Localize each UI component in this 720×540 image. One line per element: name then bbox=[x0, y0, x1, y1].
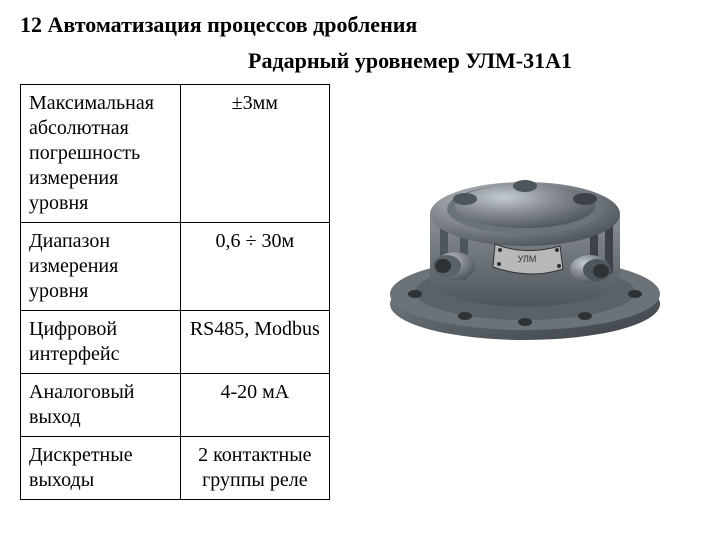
table-row: Аналоговый выход 4-20 мА bbox=[21, 374, 330, 437]
spec-value: 2 контактные группы реле bbox=[180, 437, 329, 500]
spec-label: Максимальная абсолютная погрешность изме… bbox=[21, 85, 181, 223]
spec-value: ±3мм bbox=[180, 85, 329, 223]
spec-label: Диапазон измерения уровня bbox=[21, 223, 181, 311]
page-title: 12 Автоматизация процессов дробления bbox=[20, 12, 700, 38]
content-area: Максимальная абсолютная погрешность изме… bbox=[20, 84, 700, 500]
device-image: УЛМ bbox=[350, 84, 700, 354]
table-row: Диапазон измерения уровня 0,6 ÷ 30м bbox=[21, 223, 330, 311]
subtitle: Радарный уровнемер УЛМ-31А1 bbox=[20, 48, 700, 74]
spec-value: RS485, Modbus bbox=[180, 311, 329, 374]
nameplate-text: УЛМ bbox=[518, 254, 537, 264]
spec-label: Цифровой интерфейс bbox=[21, 311, 181, 374]
table-row: Цифровой интерфейс RS485, Modbus bbox=[21, 311, 330, 374]
spec-value: 0,6 ÷ 30м bbox=[180, 223, 329, 311]
spec-label: Аналоговый выход bbox=[21, 374, 181, 437]
spec-label: Дискретные выходы bbox=[21, 437, 181, 500]
table-row: Дискретные выходы 2 контактные группы ре… bbox=[21, 437, 330, 500]
table-row: Максимальная абсолютная погрешность изме… bbox=[21, 85, 330, 223]
radar-sensor-icon: УЛМ bbox=[365, 94, 685, 354]
spec-table: Максимальная абсолютная погрешность изме… bbox=[20, 84, 330, 500]
spec-value: 4-20 мА bbox=[180, 374, 329, 437]
